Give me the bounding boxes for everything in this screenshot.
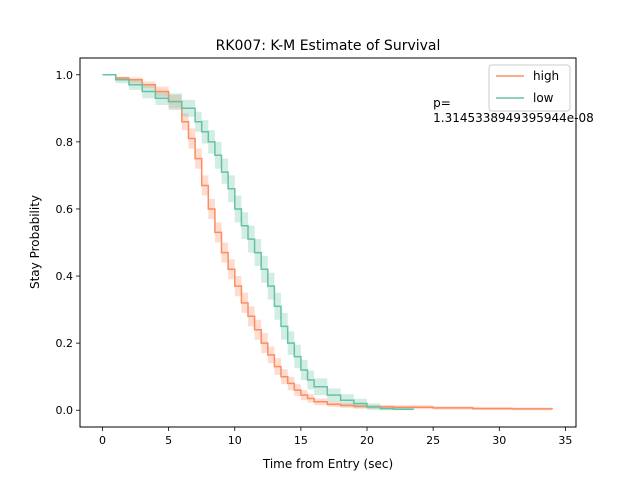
survival-line-low — [102, 74, 415, 410]
y-tick-label: 0.2 — [56, 337, 74, 350]
x-tick-label: 0 — [99, 434, 106, 447]
p-value-label: p= — [433, 96, 451, 110]
x-tick-label: 25 — [426, 434, 440, 447]
legend: high low — [488, 64, 571, 112]
x-tick-label: 5 — [165, 434, 172, 447]
y-tick-label: 0.0 — [56, 404, 74, 417]
x-tick-label: 20 — [360, 434, 374, 447]
chart-title: RK007: K-M Estimate of Survival — [216, 38, 441, 54]
y-tick-label: 0.6 — [56, 203, 74, 216]
x-tick-label: 35 — [558, 434, 572, 447]
axes-frame — [79, 57, 577, 428]
plot-area — [102, 74, 553, 411]
x-tick-label: 10 — [228, 434, 242, 447]
y-tick-label: 0.4 — [56, 270, 74, 283]
x-tick-label: 15 — [294, 434, 308, 447]
y-tick-label: 0.8 — [56, 136, 74, 149]
legend-label-high: high — [533, 69, 559, 83]
x-tick-label: 30 — [492, 434, 506, 447]
y-tick-label: 1.0 — [56, 69, 74, 82]
y-axis-label: Stay Probability — [28, 195, 42, 289]
ci-band-low — [102, 74, 414, 411]
legend-label-low: low — [533, 91, 554, 105]
x-axis-label: Time from Entry (sec) — [262, 457, 393, 471]
survival-line-high — [102, 74, 553, 410]
axis-ticks: 0 5 10 15 20 25 30 35 0.0 0.2 0.4 0.6 0.8 1.0 — [56, 69, 573, 447]
ci-band-high — [102, 74, 553, 411]
p-value: 1.3145338949395944e-08 — [433, 111, 594, 125]
